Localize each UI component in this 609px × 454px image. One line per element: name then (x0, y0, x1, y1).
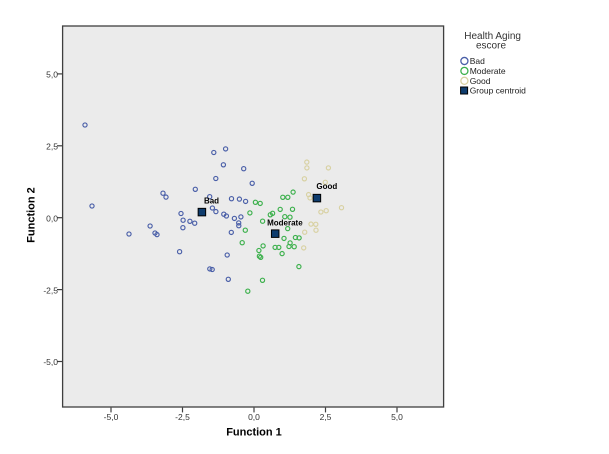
svg-text:Moderate: Moderate (267, 219, 303, 228)
svg-text:Health Aging: Health Aging (464, 31, 521, 42)
svg-text:Bad: Bad (204, 197, 219, 206)
svg-text:Good: Good (316, 182, 337, 191)
svg-text:Bad: Bad (470, 56, 485, 66)
svg-text:5,0: 5,0 (391, 412, 403, 422)
svg-text:escore: escore (476, 41, 506, 52)
svg-text:2,5: 2,5 (46, 142, 58, 152)
svg-text:Good: Good (470, 76, 491, 86)
svg-text:Moderate: Moderate (470, 66, 506, 76)
svg-text:2,5: 2,5 (320, 412, 332, 422)
svg-text:Function 1: Function 1 (226, 427, 282, 439)
svg-text:5,0: 5,0 (46, 70, 58, 80)
svg-text:0,0: 0,0 (46, 213, 58, 223)
svg-text:0,0: 0,0 (248, 412, 260, 422)
svg-text:-5,0: -5,0 (43, 357, 58, 367)
svg-text:-2,5: -2,5 (175, 412, 190, 422)
svg-text:-5,0: -5,0 (104, 412, 119, 422)
svg-text:Function 2: Function 2 (26, 187, 38, 243)
svg-text:-2,5: -2,5 (43, 285, 58, 295)
svg-text:Group centroid: Group centroid (470, 86, 526, 96)
